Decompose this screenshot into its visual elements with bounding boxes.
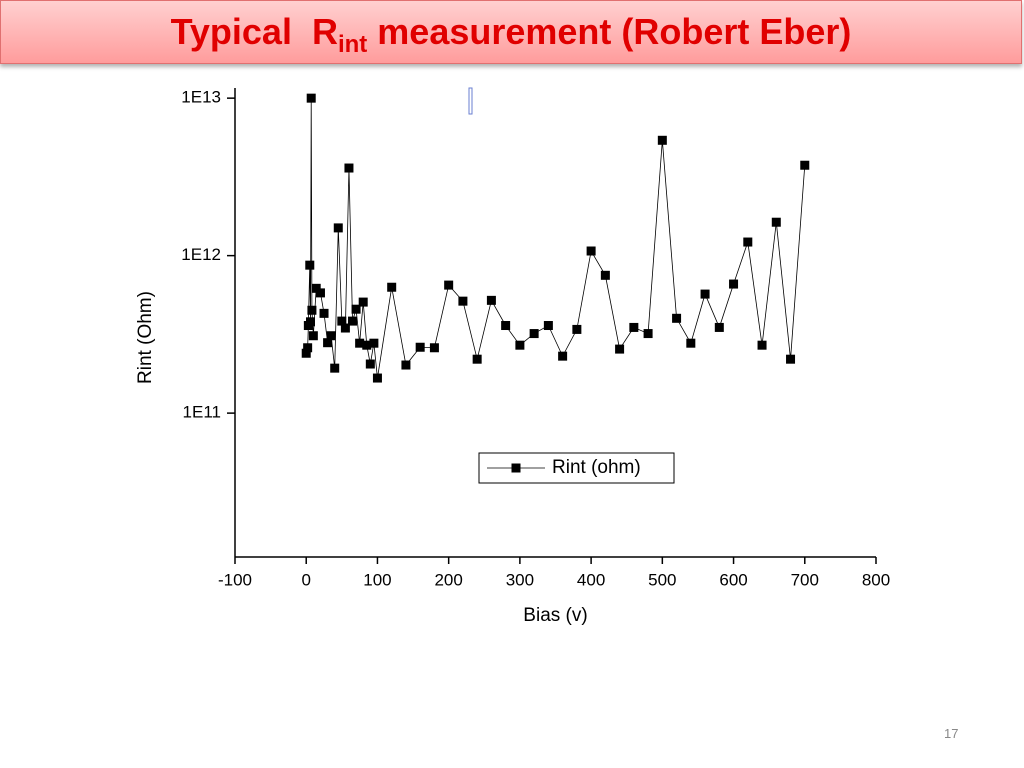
x-tick-label: 800 bbox=[862, 570, 890, 589]
x-tick-label: 700 bbox=[791, 570, 819, 589]
data-point bbox=[326, 331, 336, 341]
data-line bbox=[305, 98, 806, 379]
data-point bbox=[771, 217, 781, 227]
data-point bbox=[486, 295, 496, 305]
data-point bbox=[529, 329, 539, 339]
data-point bbox=[337, 316, 347, 326]
y-tick-label: 1E12 bbox=[181, 245, 221, 264]
x-tick-label: -100 bbox=[218, 570, 252, 589]
data-point bbox=[362, 340, 372, 350]
data-point bbox=[600, 270, 610, 280]
data-point bbox=[700, 289, 710, 299]
data-point bbox=[800, 160, 810, 170]
data-point bbox=[355, 338, 365, 348]
data-point bbox=[305, 260, 315, 270]
data-point bbox=[308, 331, 318, 341]
data-point bbox=[303, 343, 313, 353]
slide-title: Typical Rint measurement (Robert Eber) bbox=[170, 11, 852, 58]
data-point bbox=[501, 321, 511, 331]
data-point bbox=[657, 135, 667, 145]
x-axis-label: Bias (v) bbox=[523, 605, 587, 626]
data-point bbox=[315, 288, 325, 298]
x-tick-label: 0 bbox=[301, 570, 310, 589]
data-point bbox=[365, 359, 375, 369]
x-tick-label: 400 bbox=[577, 570, 605, 589]
data-point bbox=[348, 316, 358, 326]
data-point bbox=[387, 282, 397, 292]
x-tick-label: 600 bbox=[719, 570, 747, 589]
data-point bbox=[415, 342, 425, 352]
data-point bbox=[714, 322, 724, 332]
legend-marker bbox=[511, 463, 521, 473]
title-text: measurement (Robert Eber) bbox=[367, 11, 852, 52]
data-point bbox=[401, 360, 411, 370]
x-tick-label: 100 bbox=[363, 570, 391, 589]
data-point bbox=[543, 321, 553, 331]
data-point bbox=[586, 246, 596, 256]
data-point bbox=[372, 373, 382, 383]
data-point bbox=[358, 297, 368, 307]
data-point bbox=[340, 323, 350, 333]
data-point bbox=[330, 363, 340, 373]
data-point bbox=[344, 163, 354, 173]
data-point bbox=[307, 305, 317, 315]
data-point bbox=[458, 296, 468, 306]
data-point bbox=[319, 308, 329, 318]
data-point bbox=[351, 304, 361, 314]
data-point bbox=[743, 237, 753, 247]
data-point bbox=[306, 93, 316, 103]
title-text: Typical R bbox=[170, 11, 338, 52]
title-banner: Typical Rint measurement (Robert Eber) bbox=[0, 0, 1022, 64]
legend-label: Rint (ohm) bbox=[552, 457, 641, 478]
data-point bbox=[572, 324, 582, 334]
y-axis-label: Rint (Ohm) bbox=[135, 291, 156, 384]
data-point bbox=[444, 280, 454, 290]
data-point bbox=[311, 283, 321, 293]
data-point bbox=[558, 351, 568, 361]
cursor-mark bbox=[468, 87, 473, 115]
title-subscript: int bbox=[337, 31, 368, 59]
y-tick-label: 1E13 bbox=[181, 88, 221, 107]
data-point bbox=[472, 354, 482, 364]
data-point bbox=[686, 338, 696, 348]
data-point bbox=[615, 344, 625, 354]
data-point bbox=[729, 279, 739, 289]
data-point bbox=[301, 348, 311, 358]
data-point bbox=[333, 223, 343, 233]
data-point bbox=[429, 343, 439, 353]
data-point bbox=[643, 329, 653, 339]
page-number: 17 bbox=[944, 726, 959, 741]
data-point bbox=[369, 338, 379, 348]
data-point bbox=[786, 354, 796, 364]
x-tick-label: 200 bbox=[434, 570, 462, 589]
data-point bbox=[672, 313, 682, 323]
data-point bbox=[323, 338, 333, 348]
data-point bbox=[629, 322, 639, 332]
y-tick-label: 1E11 bbox=[183, 403, 221, 422]
data-point bbox=[757, 340, 767, 350]
x-tick-label: 300 bbox=[506, 570, 534, 589]
data-point bbox=[515, 340, 525, 350]
x-tick-label: 500 bbox=[648, 570, 676, 589]
data-point bbox=[305, 317, 315, 327]
